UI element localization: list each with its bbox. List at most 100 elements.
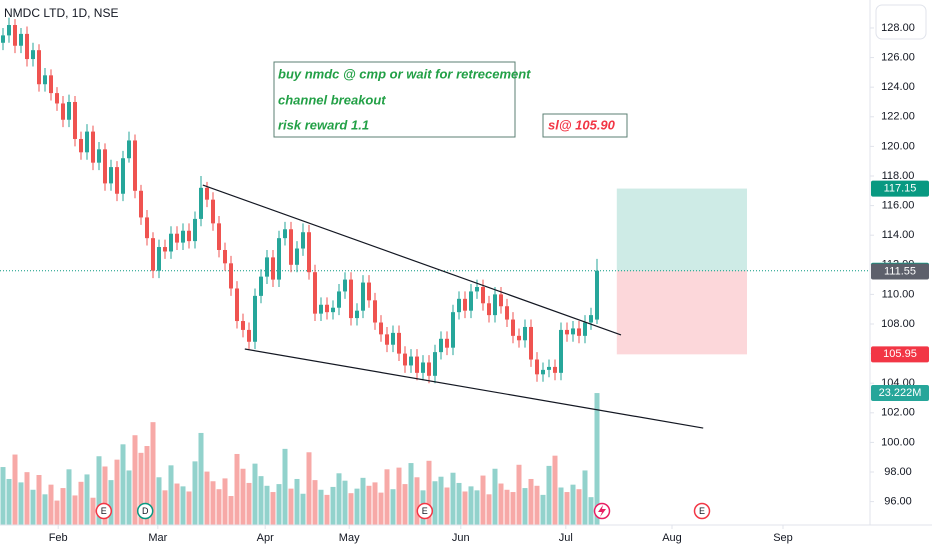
candle-body xyxy=(229,263,233,289)
event-marker[interactable] xyxy=(693,502,711,520)
volume-bar xyxy=(48,484,54,525)
stop-note: sl@ 105.90 xyxy=(548,117,616,132)
candle-body xyxy=(13,25,17,46)
volume-bar xyxy=(228,496,234,525)
volume-bar xyxy=(264,485,270,525)
volume-bar xyxy=(162,490,168,525)
volume-bar xyxy=(534,485,540,525)
candle-body xyxy=(187,230,191,242)
volume-bar xyxy=(276,484,282,525)
volume-bar xyxy=(480,475,486,525)
volume-bar xyxy=(144,446,150,525)
volume-bar xyxy=(156,477,162,525)
y-tick-label: 114.00 xyxy=(882,229,915,241)
candle-body xyxy=(595,270,599,320)
volume-bar xyxy=(282,448,288,525)
volume-bar xyxy=(366,485,372,525)
candle-body xyxy=(361,282,365,311)
candle-body xyxy=(439,338,443,353)
y-tick-label: 124.00 xyxy=(881,81,915,93)
volume-bar xyxy=(594,393,600,525)
candle-body xyxy=(55,93,59,104)
candle-body xyxy=(73,101,77,139)
volume-bar xyxy=(78,481,84,525)
candle-body xyxy=(397,332,401,354)
candle-body xyxy=(79,138,83,153)
volume-label: 23.222M xyxy=(879,387,922,399)
candle-body xyxy=(271,257,275,280)
candle-body xyxy=(259,276,263,296)
price-layer xyxy=(1,17,704,429)
event-label: D xyxy=(142,506,149,516)
candle-body xyxy=(151,238,155,271)
candle-body xyxy=(337,291,341,308)
candle-body xyxy=(517,335,521,341)
x-tick-label: Jun xyxy=(452,532,470,544)
volume-bar xyxy=(570,484,576,525)
y-tick-label: 118.00 xyxy=(882,170,915,182)
candle-body xyxy=(571,328,575,335)
candle-body xyxy=(499,294,503,307)
volume-bar xyxy=(120,444,126,525)
volume-bar xyxy=(516,464,522,525)
candle-body xyxy=(433,352,437,376)
volume-bar xyxy=(6,478,12,525)
candle-body xyxy=(313,272,317,314)
candle-body xyxy=(403,353,407,366)
candle-body xyxy=(343,279,347,292)
volume-bar xyxy=(558,487,564,525)
candle-body xyxy=(331,307,335,313)
split-icon-glyph xyxy=(598,505,606,517)
volume-bar xyxy=(90,497,96,525)
candle-body xyxy=(475,286,479,292)
candle-body xyxy=(409,356,413,366)
candle-body xyxy=(481,286,485,304)
volume-bar xyxy=(396,467,402,525)
candle-body xyxy=(103,149,107,184)
candle-body xyxy=(49,75,53,94)
candle-body xyxy=(523,326,527,341)
candle-body xyxy=(325,304,329,313)
candle-body xyxy=(145,217,149,239)
price-label: 111.55 xyxy=(884,265,916,277)
volume-bar xyxy=(12,454,18,525)
candle-body xyxy=(445,338,449,348)
event-marker[interactable] xyxy=(95,502,113,520)
volume-bar xyxy=(114,459,120,525)
volume-bar xyxy=(378,492,384,525)
volume-bar xyxy=(306,452,312,525)
volume-bar xyxy=(42,494,48,525)
candle-body xyxy=(391,332,395,345)
candle-body xyxy=(535,359,539,375)
candle-body xyxy=(427,362,431,376)
volume-bar xyxy=(354,488,360,525)
candle-body xyxy=(223,249,227,264)
y-tick-label: 128.00 xyxy=(881,22,915,34)
event-marker[interactable] xyxy=(416,502,434,520)
volume-bar xyxy=(474,490,480,525)
volume-bar xyxy=(66,469,72,525)
candle-body xyxy=(253,295,257,342)
candle-body xyxy=(19,33,23,46)
candle-body xyxy=(529,326,533,360)
settings-button[interactable] xyxy=(875,4,927,40)
event-marker[interactable] xyxy=(136,502,154,520)
candle-body xyxy=(373,300,377,323)
candle-body xyxy=(133,140,137,191)
volume-bar xyxy=(222,478,228,525)
candle-body xyxy=(37,50,41,85)
y-tick-label: 108.00 xyxy=(881,318,915,330)
y-tick-label: 102.00 xyxy=(881,407,915,419)
volume-bar xyxy=(336,473,342,525)
candle-body xyxy=(163,247,167,252)
target-zone xyxy=(616,188,747,271)
volume-bar xyxy=(576,489,582,525)
volume-bar xyxy=(450,472,456,525)
volume-bar xyxy=(240,468,246,525)
candle-body xyxy=(91,131,95,163)
x-tick-label: Apr xyxy=(257,532,274,544)
volume-bar xyxy=(390,489,396,525)
y-tick-label: 120.00 xyxy=(881,140,915,152)
candle-body xyxy=(511,319,515,336)
